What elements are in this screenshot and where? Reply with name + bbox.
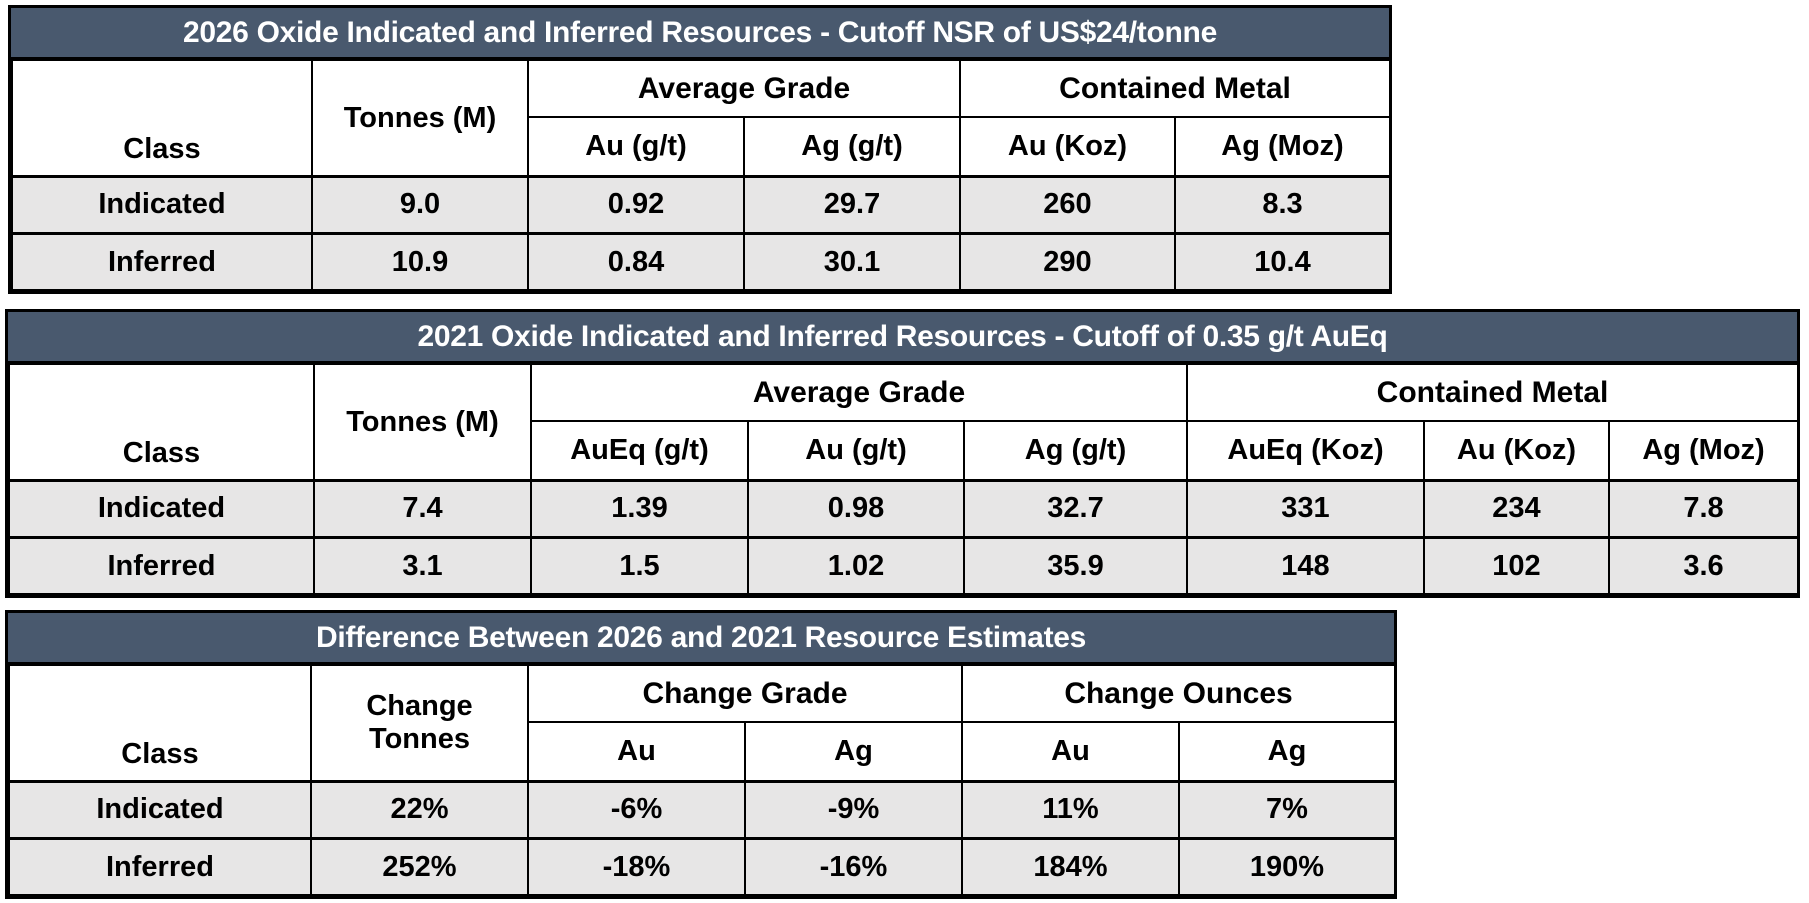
value-cell: 11% <box>961 779 1180 839</box>
value-cell: 9.0 <box>311 174 529 234</box>
sub-header: Au (Koz) <box>1423 420 1610 481</box>
sub-header: AuEq (g/t) <box>530 420 749 481</box>
value-cell: -18% <box>527 836 746 896</box>
value-cell: 32.7 <box>963 478 1188 538</box>
sub-header: Au (g/t) <box>527 116 745 177</box>
sub-header: Ag (Moz) <box>1607 420 1800 481</box>
value-cell: 290 <box>959 231 1176 291</box>
table-title: 2021 Oxide Indicated and Inferred Resour… <box>8 312 1797 363</box>
value-cell: 148 <box>1186 535 1425 595</box>
resource-table-2026: 2026 Oxide Indicated and Inferred Resour… <box>8 5 1392 294</box>
col-header-change-tonnes: Change Tonnes <box>310 664 529 782</box>
sub-header: Au <box>961 721 1180 782</box>
col-header-class: Class <box>8 363 315 481</box>
table-row-indicated: Indicated 9.0 0.92 29.7 260 8.3 <box>11 174 1391 234</box>
header-row-subheaders: AuEq (g/t) Au (g/t) Ag (g/t) AuEq (Koz) … <box>9 420 1800 481</box>
difference-table-grid: Class Change Tonnes Change Grade Change … <box>8 664 1397 896</box>
col-header-class: Class <box>8 664 312 782</box>
value-cell: 30.1 <box>743 231 961 291</box>
row-label: Inferred <box>8 535 315 595</box>
table-row-inferred: Inferred 3.1 1.5 1.02 35.9 148 102 3.6 <box>8 535 1800 595</box>
value-cell: 3.6 <box>1607 535 1800 595</box>
value-cell: -6% <box>527 779 746 839</box>
value-cell: 35.9 <box>963 535 1188 595</box>
sub-header: Ag (g/t) <box>743 116 961 177</box>
group-header-average-grade: Average Grade <box>530 363 1188 422</box>
header-row-groups: Class Tonnes (M) Average Grade Contained… <box>11 59 1391 177</box>
header-row-groups: Class Tonnes (M) Average Grade Contained… <box>8 363 1800 481</box>
table-title: Difference Between 2026 and 2021 Resourc… <box>8 613 1394 664</box>
sub-header: Ag (g/t) <box>963 420 1188 481</box>
row-label: Indicated <box>11 174 313 234</box>
value-cell: 1.39 <box>530 478 749 538</box>
sub-header: Ag <box>1177 721 1397 782</box>
value-cell: 29.7 <box>743 174 961 234</box>
value-cell: 10.9 <box>311 231 529 291</box>
header-row-subheaders: Au (g/t) Ag (g/t) Au (Koz) Ag (Moz) <box>12 116 1391 177</box>
value-cell: 190% <box>1177 836 1397 896</box>
resource-table-2021-grid: Class Tonnes (M) Average Grade Contained… <box>8 363 1800 595</box>
group-header-contained-metal: Contained Metal <box>959 59 1391 118</box>
value-cell: 331 <box>1186 478 1425 538</box>
value-cell: 3.1 <box>313 535 532 595</box>
value-cell: 260 <box>959 174 1176 234</box>
value-cell: 102 <box>1423 535 1610 595</box>
sub-header: Au (g/t) <box>747 420 965 481</box>
sub-header: Au (Koz) <box>959 116 1176 177</box>
resource-table-2021: 2021 Oxide Indicated and Inferred Resour… <box>5 309 1800 598</box>
value-cell: 1.5 <box>530 535 749 595</box>
table-row-indicated: Indicated 22% -6% -9% 11% 7% <box>8 779 1397 839</box>
table-row-indicated: Indicated 7.4 1.39 0.98 32.7 331 234 7.8 <box>8 478 1800 538</box>
group-header-average-grade: Average Grade <box>527 59 961 118</box>
sub-header: Au <box>527 721 746 782</box>
value-cell: 184% <box>961 836 1180 896</box>
row-label: Indicated <box>8 779 312 839</box>
value-cell: 1.02 <box>747 535 965 595</box>
value-cell: 0.84 <box>527 231 745 291</box>
value-cell: 22% <box>310 779 529 839</box>
row-label: Inferred <box>8 836 312 896</box>
value-cell: 8.3 <box>1174 174 1391 234</box>
sub-header: AuEq (Koz) <box>1186 420 1425 481</box>
table-row-inferred: Inferred 10.9 0.84 30.1 290 10.4 <box>11 231 1391 291</box>
resource-table-2026-grid: Class Tonnes (M) Average Grade Contained… <box>11 59 1391 291</box>
row-label: Inferred <box>11 231 313 291</box>
value-cell: -9% <box>744 779 963 839</box>
group-header-change-ounces: Change Ounces <box>960 664 1397 723</box>
value-cell: 7.8 <box>1607 478 1800 538</box>
group-header-contained-metal: Contained Metal <box>1185 363 1800 422</box>
value-cell: -16% <box>744 836 963 896</box>
difference-table: Difference Between 2026 and 2021 Resourc… <box>5 610 1397 899</box>
col-header-tonnes: Tonnes (M) <box>311 59 529 177</box>
sub-header: Ag (Moz) <box>1174 116 1391 177</box>
value-cell: 0.98 <box>747 478 965 538</box>
value-cell: 234 <box>1423 478 1610 538</box>
table-title: 2026 Oxide Indicated and Inferred Resour… <box>11 8 1389 59</box>
value-cell: 10.4 <box>1174 231 1391 291</box>
header-row-subheaders: Au Ag Au Ag <box>9 721 1397 782</box>
col-header-tonnes: Tonnes (M) <box>313 363 532 481</box>
col-header-class: Class <box>11 59 313 177</box>
group-header-change-grade: Change Grade <box>527 664 963 723</box>
row-label: Indicated <box>8 478 315 538</box>
value-cell: 7.4 <box>313 478 532 538</box>
value-cell: 7% <box>1177 779 1397 839</box>
value-cell: 0.92 <box>527 174 745 234</box>
sub-header: Ag <box>744 721 963 782</box>
value-cell: 252% <box>310 836 529 896</box>
table-row-inferred: Inferred 252% -18% -16% 184% 190% <box>8 836 1397 896</box>
header-row-groups: Class Change Tonnes Change Grade Change … <box>8 664 1397 782</box>
